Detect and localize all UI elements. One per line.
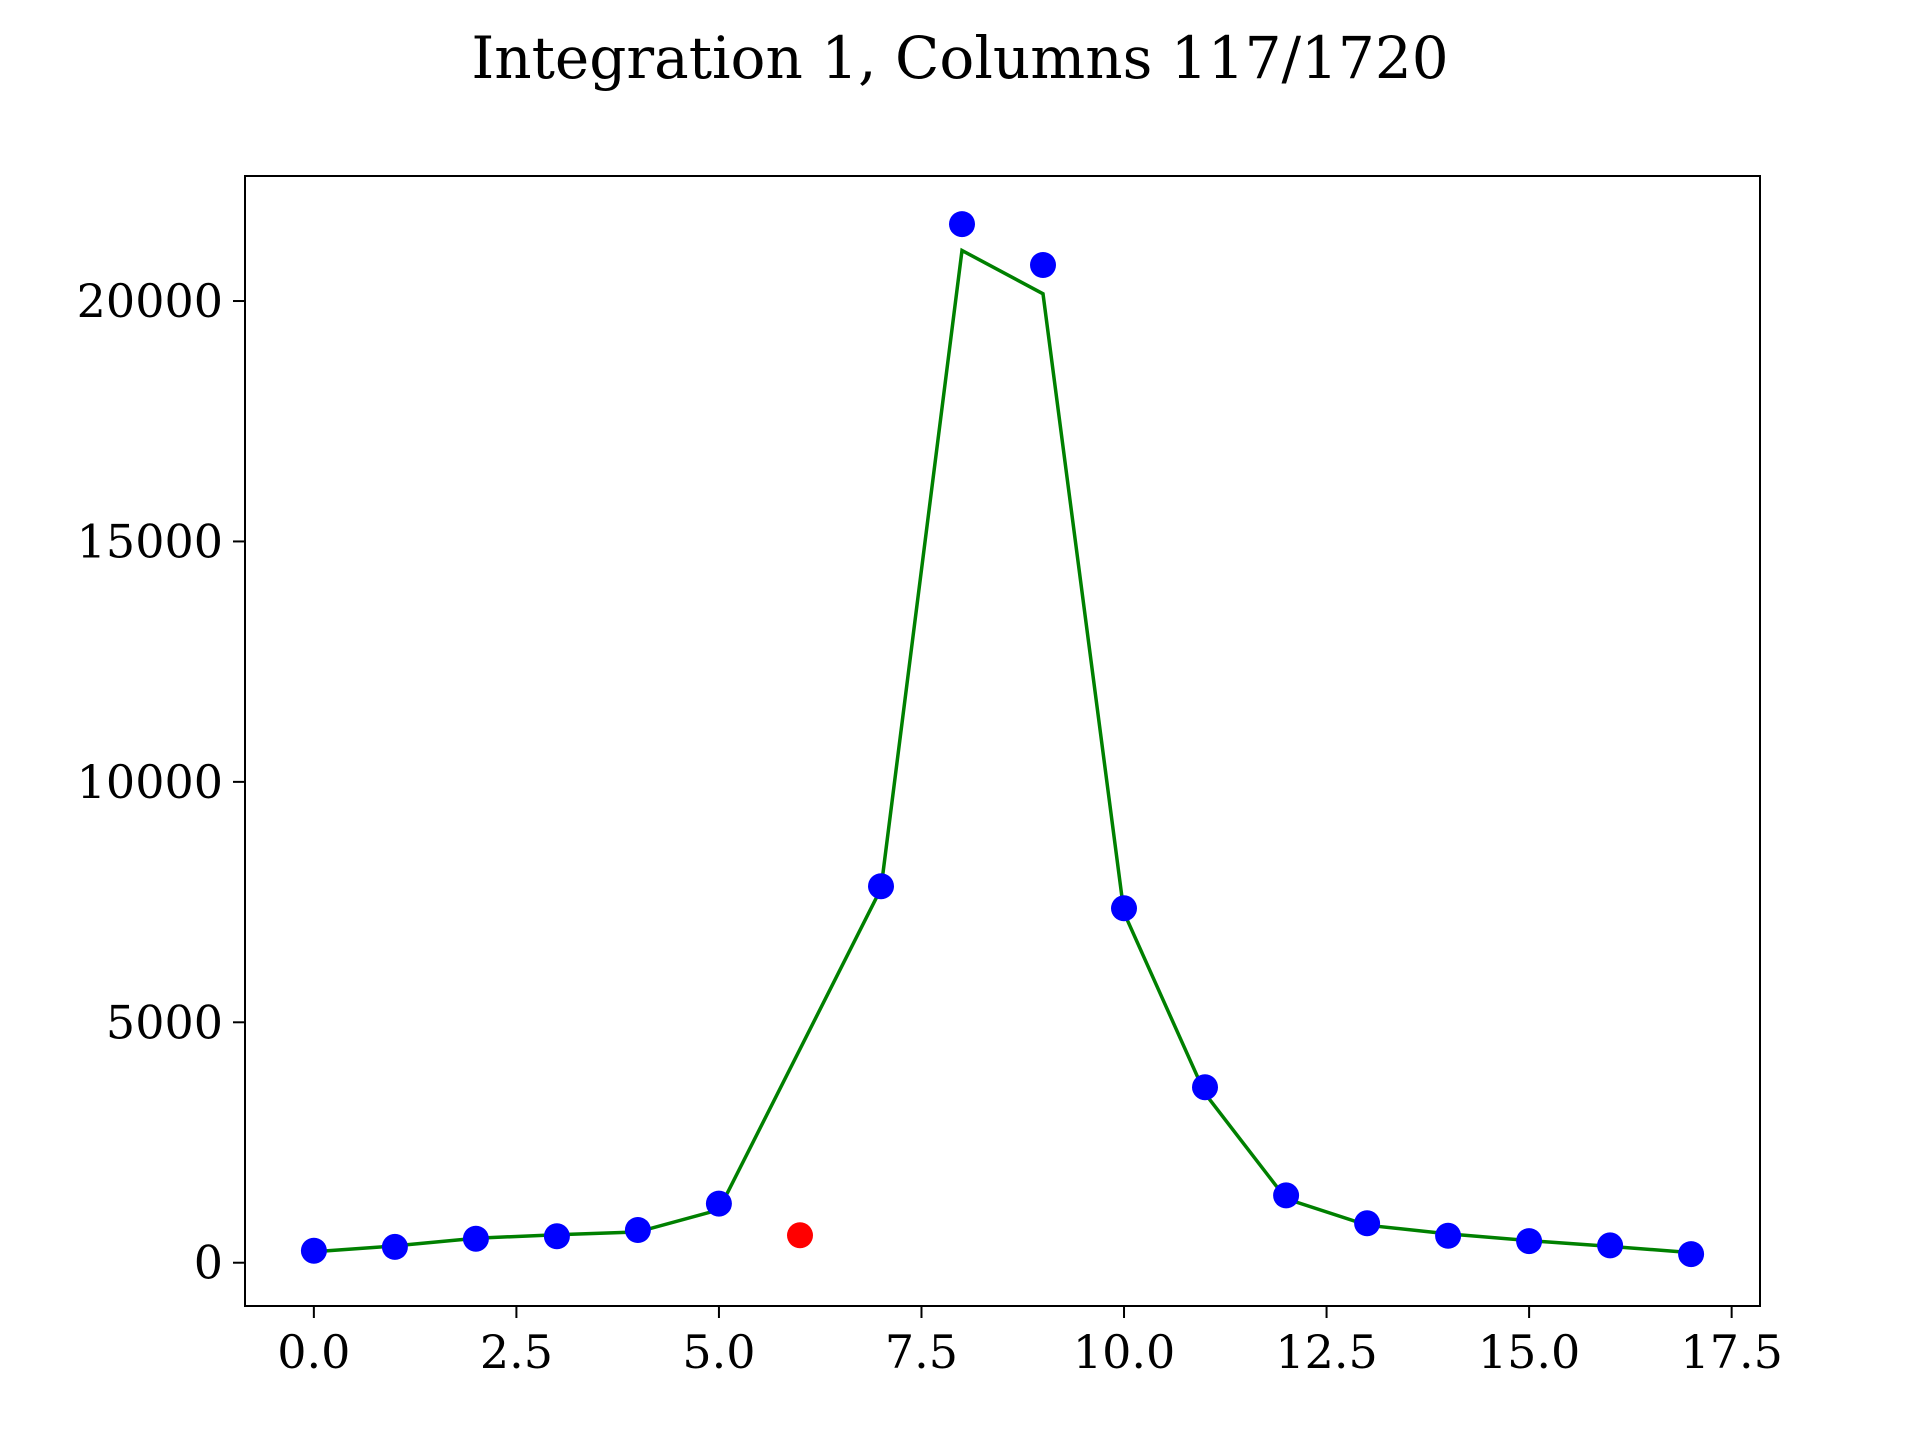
data-point	[300, 1237, 327, 1264]
data-point	[462, 1225, 489, 1252]
data-point	[1192, 1074, 1218, 1101]
x-tick-label: 15.0	[1478, 1325, 1580, 1379]
data-point	[1516, 1228, 1543, 1255]
x-tick-label: 7.5	[885, 1325, 958, 1379]
chart-title: Integration 1, Columns 117/1720	[471, 24, 1448, 92]
data-point	[543, 1223, 570, 1250]
y-tick-label: 20000	[77, 274, 223, 328]
fit-line	[313, 247, 1692, 1255]
data-point	[949, 211, 975, 238]
data-point	[1597, 1232, 1624, 1259]
data-point	[1435, 1222, 1462, 1249]
axes-ticks: 0.0 2.5 5.0 7.5 10.0 12.5 15.0 17.5 0 5000 10000 15…	[77, 274, 1783, 1379]
data-series	[300, 211, 1705, 1268]
x-tick-label: 12.5	[1275, 1325, 1377, 1379]
rejected-data-point	[787, 1222, 813, 1249]
data-point	[381, 1233, 408, 1260]
data-point	[1354, 1210, 1381, 1237]
x-tick-label: 10.0	[1073, 1325, 1175, 1379]
data-point	[1030, 252, 1056, 278]
y-tick-label: 10000	[77, 755, 223, 809]
x-tick-label: 2.5	[480, 1325, 553, 1379]
plot-area-frame	[244, 175, 1761, 1307]
x-tick-label: 17.5	[1680, 1325, 1782, 1379]
y-tick-label: 0	[194, 1236, 223, 1290]
y-tick-label: 5000	[106, 995, 223, 1049]
data-point	[705, 1190, 732, 1217]
x-tick-label: 0.0	[277, 1325, 350, 1379]
y-tick-label: 15000	[77, 514, 223, 568]
data-point	[1678, 1241, 1705, 1268]
data-point	[624, 1217, 651, 1243]
data-point	[1273, 1182, 1300, 1209]
data-point	[1111, 895, 1137, 922]
x-tick-label: 5.0	[682, 1325, 755, 1379]
data-point	[868, 873, 894, 900]
